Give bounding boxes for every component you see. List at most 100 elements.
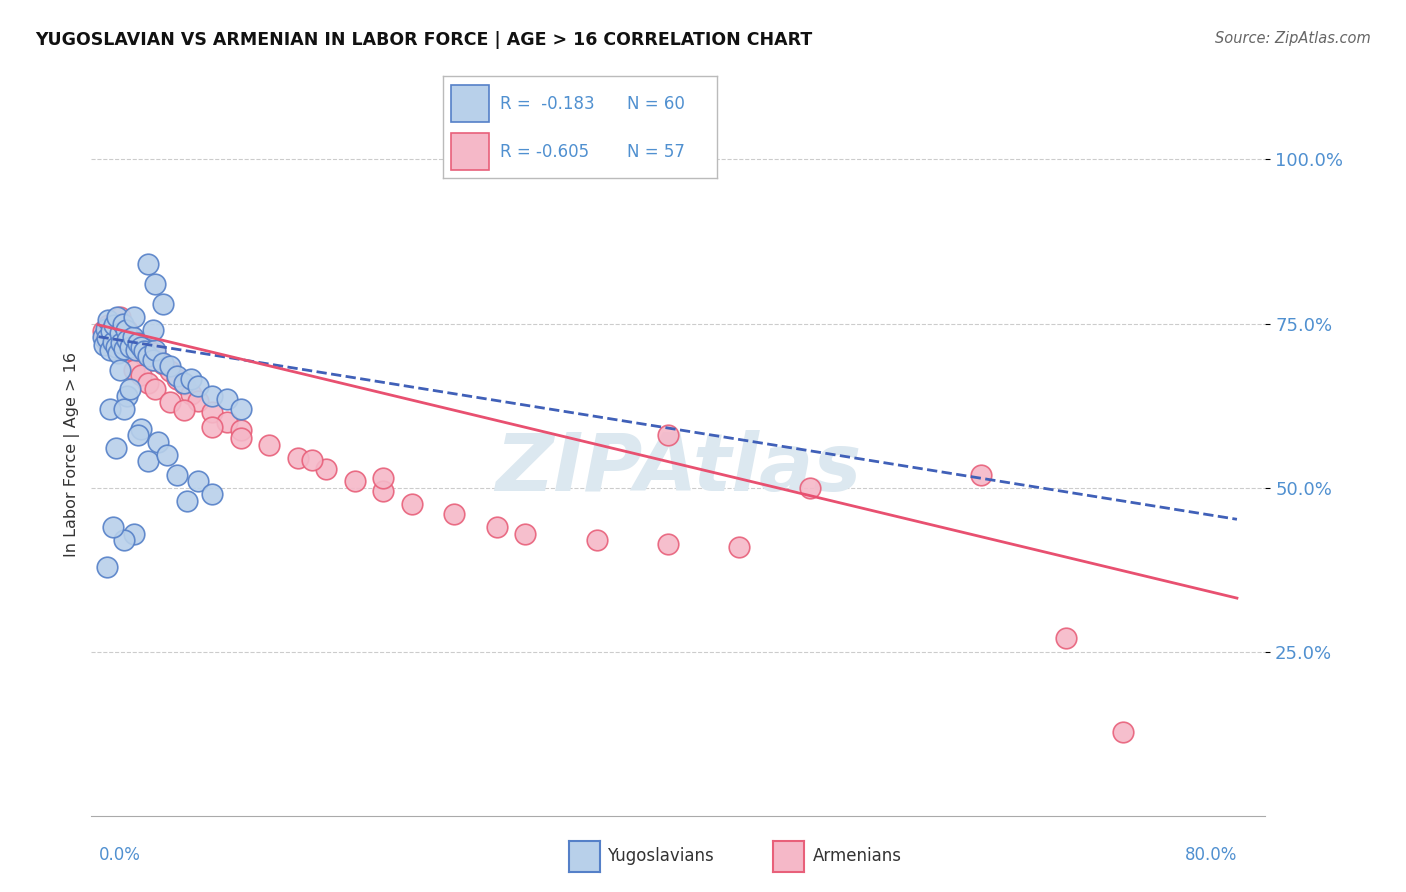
Point bbox=[115, 323, 138, 337]
Point bbox=[118, 340, 141, 354]
Y-axis label: In Labor Force | Age > 16: In Labor Force | Age > 16 bbox=[65, 352, 80, 558]
Point bbox=[115, 389, 138, 403]
Point bbox=[152, 356, 174, 370]
Point bbox=[371, 483, 394, 498]
Point bbox=[173, 403, 195, 417]
Point bbox=[152, 357, 174, 371]
Point bbox=[229, 432, 252, 446]
Point bbox=[93, 337, 115, 351]
Point bbox=[122, 526, 145, 541]
Point bbox=[111, 317, 134, 331]
Point bbox=[101, 520, 124, 534]
Point bbox=[122, 362, 145, 376]
Point bbox=[1054, 631, 1077, 645]
Point bbox=[98, 343, 121, 357]
Point bbox=[799, 481, 821, 495]
Point bbox=[145, 343, 167, 357]
Point bbox=[201, 389, 224, 403]
Point bbox=[142, 352, 165, 367]
Text: 80.0%: 80.0% bbox=[1185, 846, 1237, 863]
Point bbox=[156, 448, 179, 462]
Point bbox=[180, 387, 202, 401]
Point bbox=[94, 333, 117, 347]
Point bbox=[401, 497, 423, 511]
Bar bbox=[451, 85, 489, 122]
Point bbox=[657, 536, 679, 550]
Point bbox=[91, 325, 114, 339]
Point bbox=[101, 317, 124, 331]
Point bbox=[301, 453, 323, 467]
Point bbox=[136, 342, 159, 356]
Point bbox=[103, 322, 125, 336]
Point bbox=[115, 333, 138, 347]
Point bbox=[129, 340, 152, 354]
Point bbox=[122, 310, 145, 324]
Point bbox=[114, 323, 136, 337]
Text: N = 60: N = 60 bbox=[627, 95, 685, 112]
Point bbox=[107, 346, 129, 360]
Point bbox=[129, 368, 152, 382]
Point bbox=[112, 401, 135, 416]
Point bbox=[104, 340, 127, 354]
Point bbox=[91, 329, 114, 343]
Point bbox=[728, 540, 751, 554]
Point bbox=[96, 331, 118, 345]
Point bbox=[104, 442, 127, 456]
Point bbox=[120, 329, 142, 343]
Point bbox=[187, 379, 209, 393]
Point bbox=[127, 336, 149, 351]
Point bbox=[515, 526, 537, 541]
Point bbox=[229, 401, 252, 416]
Point bbox=[136, 454, 159, 468]
Text: 0.0%: 0.0% bbox=[98, 846, 141, 863]
Point bbox=[180, 372, 202, 386]
Point bbox=[108, 310, 131, 324]
Point bbox=[159, 364, 181, 378]
Point bbox=[287, 451, 309, 466]
Point bbox=[173, 376, 195, 390]
Text: R = -0.605: R = -0.605 bbox=[501, 143, 589, 161]
Point bbox=[173, 376, 195, 391]
Point bbox=[94, 322, 117, 336]
Point bbox=[136, 350, 159, 364]
Point bbox=[134, 350, 156, 364]
Point bbox=[176, 494, 198, 508]
Point bbox=[112, 533, 135, 548]
Point bbox=[166, 372, 188, 386]
Point bbox=[122, 336, 145, 351]
Point bbox=[657, 428, 679, 442]
Text: ZIPAtlas: ZIPAtlas bbox=[495, 430, 862, 508]
Point bbox=[101, 334, 124, 349]
Point bbox=[136, 376, 159, 390]
Point bbox=[215, 415, 238, 429]
Point bbox=[98, 401, 121, 416]
Point bbox=[201, 420, 224, 434]
Bar bbox=[451, 133, 489, 170]
Text: Yugoslavians: Yugoslavians bbox=[607, 847, 714, 865]
Point bbox=[108, 340, 131, 354]
Point bbox=[343, 474, 366, 488]
Text: Armenians: Armenians bbox=[813, 847, 901, 865]
Point bbox=[110, 336, 132, 351]
Point bbox=[112, 342, 135, 356]
Point bbox=[127, 428, 149, 442]
Point bbox=[108, 362, 131, 376]
Point bbox=[371, 471, 394, 485]
Point bbox=[145, 346, 167, 360]
Point bbox=[127, 344, 149, 359]
Text: R =  -0.183: R = -0.183 bbox=[501, 95, 595, 112]
Point bbox=[187, 474, 209, 488]
Point bbox=[142, 323, 165, 337]
Point bbox=[121, 329, 143, 343]
Point bbox=[148, 434, 170, 449]
Point bbox=[118, 382, 141, 396]
Point bbox=[970, 467, 993, 482]
Point bbox=[100, 337, 122, 351]
Point bbox=[129, 422, 152, 436]
Point bbox=[103, 318, 125, 332]
Text: YUGOSLAVIAN VS ARMENIAN IN LABOR FORCE | AGE > 16 CORRELATION CHART: YUGOSLAVIAN VS ARMENIAN IN LABOR FORCE |… bbox=[35, 31, 813, 49]
Point bbox=[108, 326, 131, 341]
Text: N = 57: N = 57 bbox=[627, 143, 685, 161]
Point bbox=[585, 533, 607, 548]
Point bbox=[132, 344, 155, 359]
